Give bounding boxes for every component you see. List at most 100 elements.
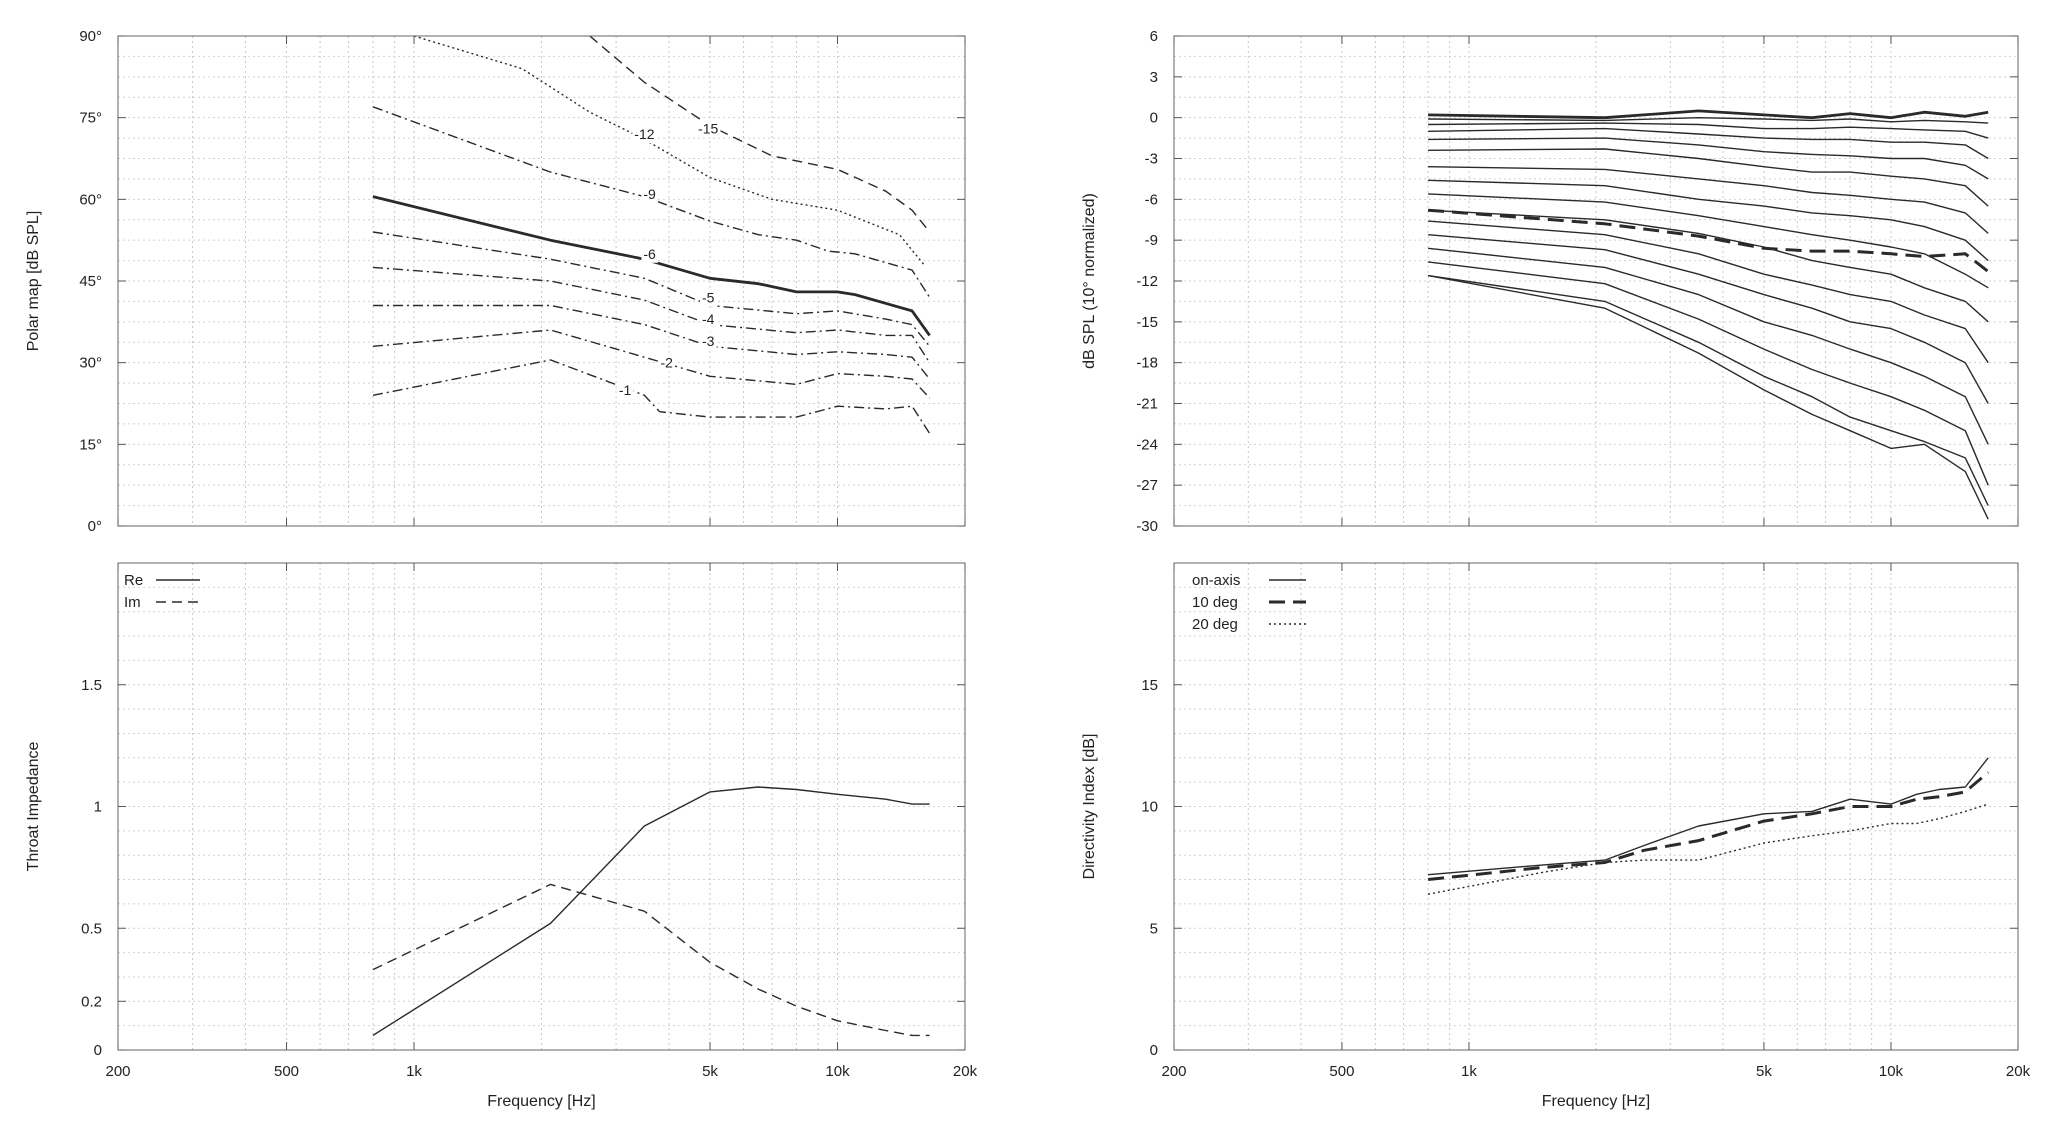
contour-label-background bbox=[696, 119, 721, 138]
series-line-1 bbox=[1428, 116, 1989, 124]
series-line-0 bbox=[1428, 109, 1989, 120]
y-tick-label: 3 bbox=[1150, 69, 1158, 86]
legend-label: 10 deg bbox=[1192, 594, 1238, 611]
contour-label: -9 bbox=[643, 186, 656, 202]
series-line-8 bbox=[1428, 193, 1989, 289]
y-tick-label: -30 bbox=[1136, 518, 1158, 535]
y-tick-label: 90° bbox=[79, 28, 102, 45]
y-tick-label: 60° bbox=[79, 191, 102, 208]
y-axis-label: Throat Impedance bbox=[25, 741, 42, 871]
series-line--15 bbox=[589, 35, 931, 233]
series-line--5 bbox=[372, 231, 931, 347]
x-tick-label: 20k bbox=[953, 1063, 978, 1080]
y-tick-label: 0.5 bbox=[81, 920, 102, 937]
series-line--6 bbox=[372, 195, 931, 337]
contour-label-background bbox=[658, 353, 676, 372]
contour-label: -3 bbox=[702, 333, 715, 349]
y-tick-label: 15 bbox=[1141, 677, 1158, 694]
x-tick-label: 500 bbox=[1329, 1063, 1354, 1080]
series-line-13 bbox=[1428, 261, 1989, 486]
y-tick-label: 5 bbox=[1150, 920, 1158, 937]
series-line--12 bbox=[413, 35, 925, 266]
y-tick-label: 0 bbox=[1150, 110, 1158, 127]
x-tick-label: 200 bbox=[1161, 1063, 1186, 1080]
y-tick-label: -15 bbox=[1136, 314, 1158, 331]
series-line-15 bbox=[1427, 274, 1989, 520]
x-tick-label: 5k bbox=[702, 1063, 718, 1080]
series-line-11 bbox=[1428, 234, 1989, 404]
series-line-6 bbox=[1428, 166, 1989, 234]
x-tick-label: 500 bbox=[274, 1063, 299, 1080]
x-tick-label: 5k bbox=[1756, 1063, 1772, 1080]
y-tick-label: -9 bbox=[1145, 232, 1158, 249]
series-line--1 bbox=[372, 359, 931, 434]
series-line-9 bbox=[1428, 209, 1989, 323]
x-tick-label: 10k bbox=[825, 1063, 850, 1080]
panel-directivity-index: on-axis 10 deg 20 deg 0 5 10 15 200 500 1k 5k 10k 20… bbox=[1081, 562, 2031, 1110]
contour-label: -6 bbox=[643, 246, 656, 262]
x-axis-label: Frequency [Hz] bbox=[1542, 1093, 1650, 1110]
y-tick-label: 0.2 bbox=[81, 993, 102, 1010]
x-axis-label: Frequency [Hz] bbox=[487, 1093, 595, 1110]
y-tick-label: 0 bbox=[94, 1042, 102, 1059]
series-line-on-axis bbox=[1428, 757, 1989, 876]
series-line-2 bbox=[1428, 122, 1989, 139]
contour-label: -1 bbox=[619, 382, 632, 398]
y-tick-label: -18 bbox=[1136, 355, 1158, 372]
series-line-Im bbox=[372, 883, 930, 1037]
y-tick-label: -3 bbox=[1145, 151, 1158, 168]
y-tick-label: 10 bbox=[1141, 799, 1158, 816]
y-tick-label: 75° bbox=[79, 110, 102, 127]
y-tick-label: -21 bbox=[1136, 396, 1158, 413]
contour-label: -5 bbox=[702, 289, 715, 305]
y-axis-label: dB SPL (10° normalized) bbox=[1081, 193, 1098, 369]
panel-normalized-spl: 6 3 0 -3 -6 -9 -12 -15 -18 -21 -24 -27 -30 dB SPL (10… bbox=[1081, 28, 2019, 535]
contour-label-background bbox=[699, 310, 717, 329]
legend-label: 20 deg bbox=[1192, 616, 1238, 633]
plot-area bbox=[118, 563, 965, 1050]
legend-label: Re bbox=[124, 572, 143, 589]
series-line--3 bbox=[373, 304, 931, 380]
y-tick-label: -12 bbox=[1136, 273, 1158, 290]
legend-label: on-axis bbox=[1192, 572, 1240, 589]
contour-label: -15 bbox=[698, 121, 718, 137]
series-line-Re bbox=[372, 786, 930, 1036]
series-line-14 bbox=[1427, 274, 1989, 506]
series-line-12 bbox=[1428, 247, 1989, 445]
y-axis-label: Directivity Index [dB] bbox=[1081, 734, 1098, 880]
x-tick-label: 10k bbox=[1879, 1063, 1904, 1080]
series-line--4 bbox=[372, 266, 931, 364]
contour-label-background bbox=[632, 125, 657, 143]
contour-label: -2 bbox=[660, 355, 673, 371]
contour-label-background bbox=[641, 184, 659, 203]
contour-label: -12 bbox=[634, 126, 654, 142]
legend-label: Im bbox=[124, 594, 141, 611]
y-tick-label: 1 bbox=[94, 799, 102, 816]
series-line-4 bbox=[1428, 137, 1989, 180]
y-tick-label: -6 bbox=[1145, 191, 1158, 208]
y-tick-label: 15° bbox=[79, 436, 102, 453]
panel-throat-impedance: Re Im 0 0.2 0.5 1 1.5 200 500 1k 5k 10k 20k Throat Im… bbox=[25, 562, 978, 1110]
series-line-10-deg bbox=[1427, 771, 1990, 881]
y-tick-label: 0° bbox=[88, 518, 102, 535]
y-tick-label: -24 bbox=[1136, 436, 1158, 453]
y-tick-label: 45° bbox=[79, 273, 102, 290]
y-tick-label: 1.5 bbox=[81, 677, 102, 694]
series-line-10 bbox=[1428, 220, 1989, 364]
series-line-16 bbox=[1427, 208, 1990, 273]
series-line-3 bbox=[1428, 127, 1989, 160]
y-axis-label: Polar map [dB SPL] bbox=[25, 211, 42, 352]
y-tick-label: 0 bbox=[1150, 1042, 1158, 1059]
series-line-5 bbox=[1428, 148, 1989, 207]
contour-label-background bbox=[699, 331, 717, 350]
x-tick-label: 1k bbox=[1461, 1063, 1477, 1080]
y-tick-label: 30° bbox=[79, 355, 102, 372]
series-line-7 bbox=[1428, 179, 1989, 262]
contour-label-background bbox=[641, 244, 659, 263]
y-tick-label: 6 bbox=[1150, 28, 1158, 45]
x-tick-label: 1k bbox=[406, 1063, 422, 1080]
series-line--9 bbox=[372, 106, 931, 298]
panel-polar-map: -1 -2 -3 -4 -5 -6 -9 -12 -15 0° 15° 30° 45° 60° 75° 90°… bbox=[25, 28, 966, 535]
